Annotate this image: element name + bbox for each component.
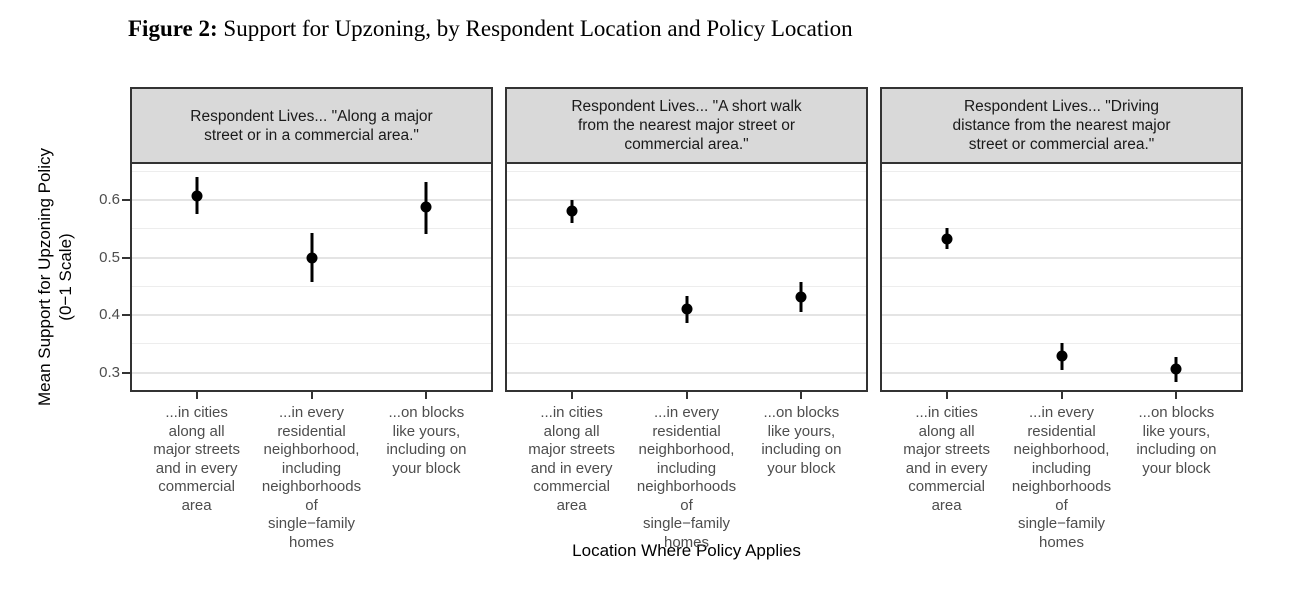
point-estimate xyxy=(306,252,317,264)
gridline-minor xyxy=(507,343,866,345)
x-tick xyxy=(945,392,948,399)
x-tick-label: ...in every residential neighborhood, in… xyxy=(261,404,362,551)
gridline-minor xyxy=(132,228,491,230)
y-axis-title: Mean Support for Upzoning Policy (0−1 Sc… xyxy=(35,148,75,406)
x-tick xyxy=(1175,392,1178,399)
x-tick-label: ...in cities along all major streets and… xyxy=(903,404,990,514)
facet-strip-label: Respondent Lives... "Along a major stree… xyxy=(190,107,433,144)
y-tick-label: 0.6 xyxy=(99,191,120,209)
x-tick-label: ...in every residential neighborhood, in… xyxy=(1011,404,1112,551)
x-tick xyxy=(195,392,198,399)
x-tick xyxy=(1060,392,1063,399)
y-tick xyxy=(122,199,130,202)
gridline-minor xyxy=(132,170,491,172)
facet-strip-label: Respondent Lives... "A short walk from t… xyxy=(571,98,802,153)
plot-panel: ...in cities along all major streets and… xyxy=(880,162,1243,551)
figure-title-prefix: Figure 2: xyxy=(128,16,218,41)
point-estimate xyxy=(1170,363,1182,375)
y-tick xyxy=(122,314,130,317)
facet-strip-label: Respondent Lives... "Driving distance fr… xyxy=(952,98,1171,153)
x-tick-label: ...in every residential neighborhood, in… xyxy=(636,404,737,551)
gridline-minor xyxy=(882,228,1241,230)
y-tick-label: 0.4 xyxy=(99,306,120,324)
point-estimate xyxy=(795,291,807,303)
facet-strip: Respondent Lives... "Along a major stree… xyxy=(130,87,493,164)
gridline-major xyxy=(882,199,1241,202)
figure-title: Figure 2: Support for Upzoning, by Respo… xyxy=(128,16,853,42)
gridline-minor xyxy=(507,170,866,172)
point-estimate xyxy=(191,190,203,202)
x-tick xyxy=(800,392,803,399)
gridline-major xyxy=(882,256,1241,259)
x-tick-label: ...in cities along all major streets and… xyxy=(528,404,615,514)
x-tick xyxy=(570,392,573,399)
gridline-minor xyxy=(132,343,491,345)
point-estimate xyxy=(420,201,432,213)
facet-strip: Respondent Lives... "Driving distance fr… xyxy=(880,87,1243,164)
y-tick xyxy=(122,371,130,374)
gridline-minor xyxy=(882,285,1241,287)
y-tick-label: 0.3 xyxy=(99,363,120,381)
x-tick xyxy=(310,392,313,399)
plot-panel: ...in cities along all major streets and… xyxy=(505,162,868,551)
gridline-major xyxy=(507,256,866,259)
figure-title-text: Support for Upzoning, by Respondent Loca… xyxy=(217,16,853,41)
y-tick xyxy=(122,256,130,259)
x-axis-title: Location Where Policy Applies xyxy=(572,541,801,560)
plot-panel: ...in cities along all major streets and… xyxy=(130,162,493,551)
point-estimate xyxy=(681,303,692,315)
x-tick xyxy=(685,392,688,399)
y-tick-label: 0.5 xyxy=(99,248,120,266)
gridline-minor xyxy=(132,285,491,287)
gridline-major xyxy=(132,199,491,202)
x-tick-label: ...on blocks like yours, including on yo… xyxy=(386,404,467,477)
gridline-minor xyxy=(507,285,866,287)
gridline-major xyxy=(132,314,491,317)
x-tick-label: ...in cities along all major streets and… xyxy=(153,404,240,514)
gridline-major xyxy=(882,371,1241,374)
facet-strip: Respondent Lives... "A short walk from t… xyxy=(505,87,868,164)
gridline-major xyxy=(132,371,491,374)
point-estimate xyxy=(941,233,953,245)
gridline-major xyxy=(507,371,866,374)
gridline-major xyxy=(507,199,866,202)
x-tick-label: ...on blocks like yours, including on yo… xyxy=(761,404,842,477)
point-estimate xyxy=(1056,350,1067,362)
gridline-major xyxy=(882,314,1241,317)
x-tick-label: ...on blocks like yours, including on yo… xyxy=(1136,404,1217,477)
point-estimate xyxy=(566,205,578,217)
gridline-minor xyxy=(882,170,1241,172)
x-tick xyxy=(425,392,428,399)
gridline-minor xyxy=(507,228,866,230)
